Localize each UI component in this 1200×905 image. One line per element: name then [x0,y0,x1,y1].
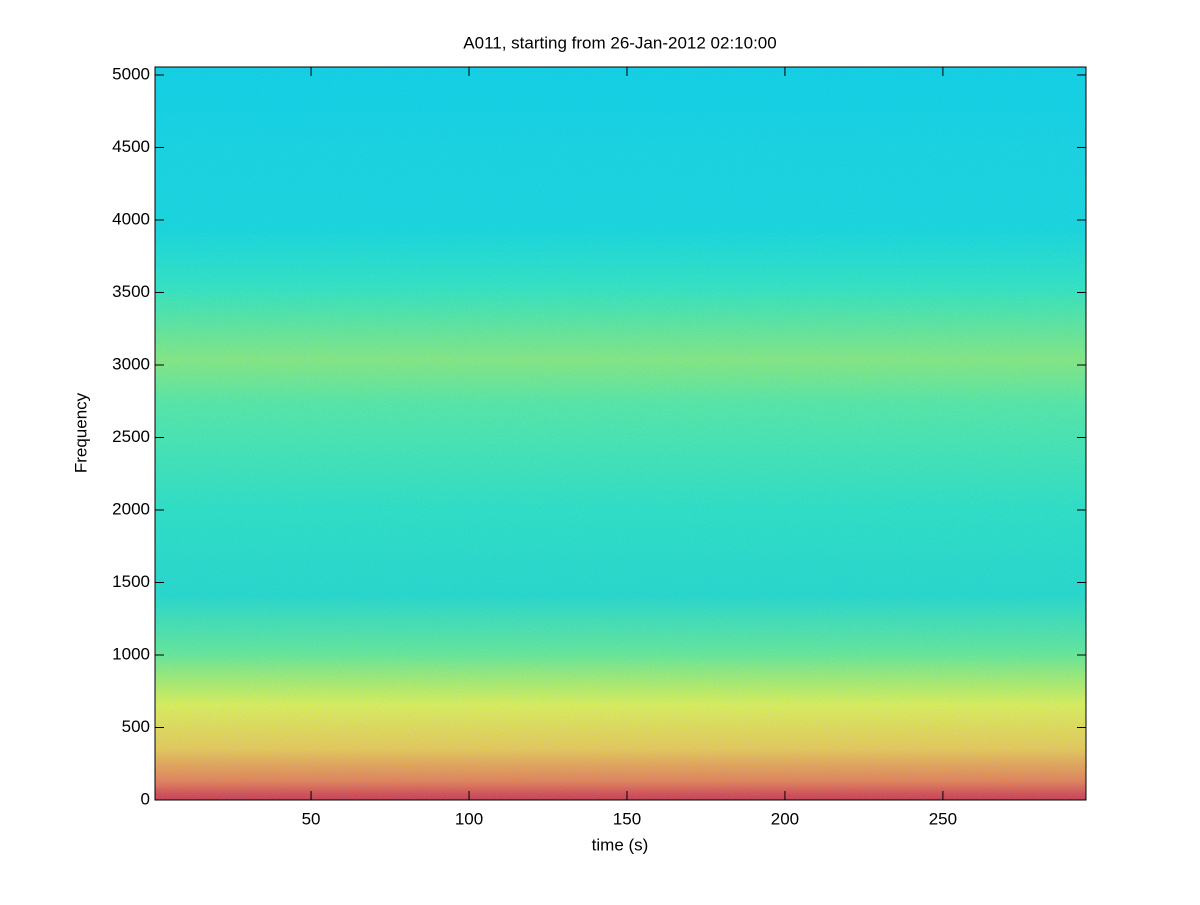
x-tick-label: 250 [929,809,957,828]
x-tick-label: 50 [302,809,321,828]
y-tick-label: 2500 [112,427,150,446]
plot-frame [154,66,1087,801]
y-tick-label: 1000 [112,644,150,663]
x-tick-label: 150 [613,809,641,828]
y-tick-label: 3000 [112,354,150,373]
y-tick-label: 3500 [112,282,150,301]
y-axis-label: Frequency [71,392,90,473]
y-tick-label: 5000 [112,64,150,83]
spectrogram-image [155,67,1086,800]
x-axis-label: time (s) [592,835,649,854]
y-tick-label: 500 [122,717,150,736]
x-tick-label: 100 [455,809,483,828]
y-tick-label: 1500 [112,572,150,591]
y-tick-label: 4500 [112,137,150,156]
y-tick-label: 2000 [112,499,150,518]
chart-title: A011, starting from 26-Jan-2012 02:10:00 [463,33,776,52]
y-tick-label: 0 [141,789,150,808]
y-tick-label: 4000 [112,209,150,228]
x-tick-label: 200 [771,809,799,828]
